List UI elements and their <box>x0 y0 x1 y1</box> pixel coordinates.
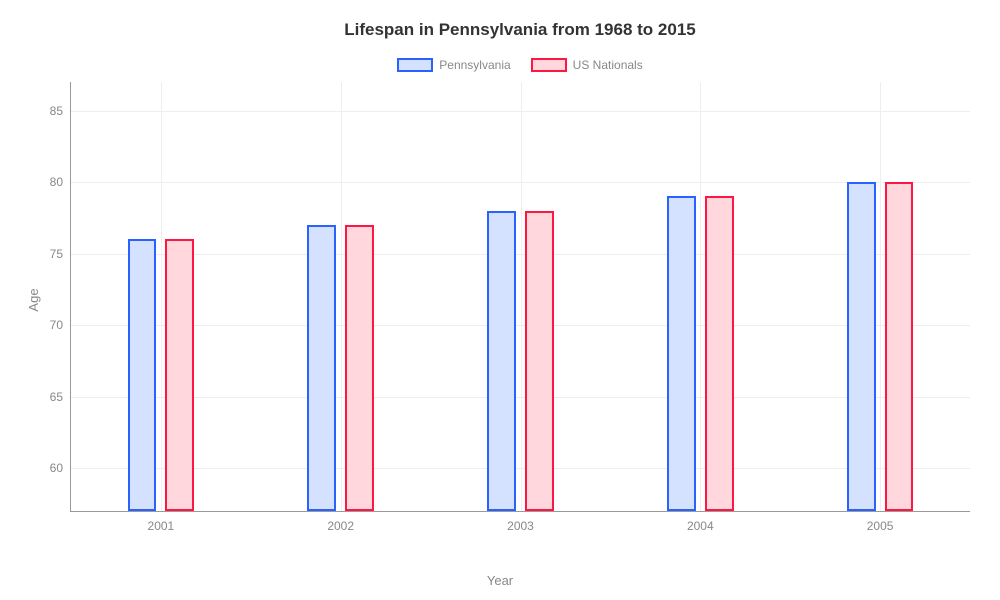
y-axis-label: Age <box>26 288 41 311</box>
bar <box>525 211 554 511</box>
vertical-gridline <box>161 82 162 511</box>
vertical-gridline <box>521 82 522 511</box>
vertical-gridline <box>700 82 701 511</box>
legend-swatch <box>531 58 567 72</box>
legend: Pennsylvania US Nationals <box>70 58 970 72</box>
x-tick-label: 2001 <box>148 511 175 533</box>
legend-swatch <box>397 58 433 72</box>
bar <box>307 225 336 511</box>
bar <box>487 211 516 511</box>
y-tick-label: 65 <box>50 390 71 404</box>
bar <box>667 196 696 511</box>
vertical-gridline <box>880 82 881 511</box>
bar <box>128 239 157 511</box>
x-tick-label: 2005 <box>867 511 894 533</box>
legend-label: Pennsylvania <box>439 58 510 72</box>
chart-title: Lifespan in Pennsylvania from 1968 to 20… <box>70 20 970 40</box>
bar <box>165 239 194 511</box>
x-axis-label: Year <box>487 573 513 588</box>
vertical-gridline <box>341 82 342 511</box>
bar <box>847 182 876 511</box>
legend-item-us-nationals: US Nationals <box>531 58 643 72</box>
chart-container: Lifespan in Pennsylvania from 1968 to 20… <box>0 0 1000 600</box>
y-tick-label: 60 <box>50 461 71 475</box>
x-tick-label: 2003 <box>507 511 534 533</box>
legend-item-pennsylvania: Pennsylvania <box>397 58 510 72</box>
bar <box>345 225 374 511</box>
y-tick-label: 80 <box>50 175 71 189</box>
x-tick-label: 2004 <box>687 511 714 533</box>
y-tick-label: 70 <box>50 318 71 332</box>
y-tick-label: 85 <box>50 104 71 118</box>
legend-label: US Nationals <box>573 58 643 72</box>
plot-area: 60657075808520012002200320042005 <box>70 82 970 512</box>
x-tick-label: 2002 <box>327 511 354 533</box>
bar <box>705 196 734 511</box>
y-tick-label: 75 <box>50 247 71 261</box>
bar <box>885 182 914 511</box>
